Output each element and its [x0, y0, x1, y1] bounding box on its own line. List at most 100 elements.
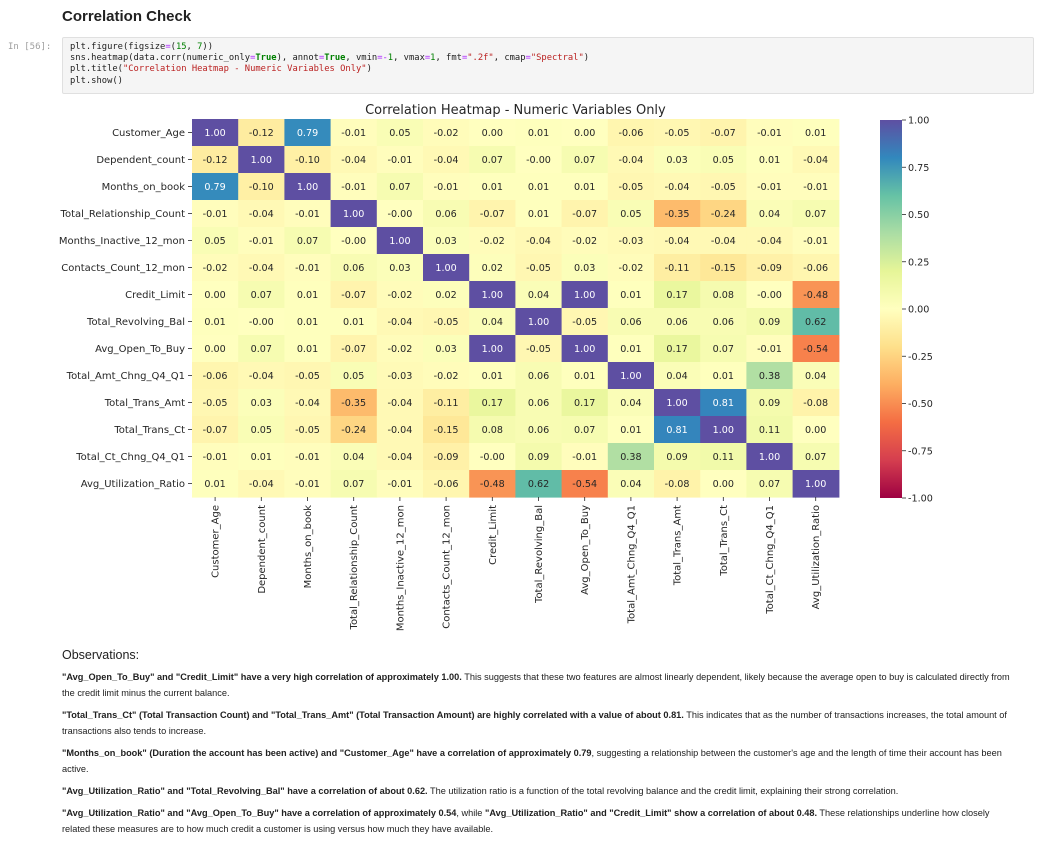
- cell-value-label: 0.05: [251, 425, 272, 436]
- heatmap-cell: [376, 416, 424, 444]
- cell-value-label: -0.15: [434, 425, 459, 436]
- heatmap-cell: [561, 470, 609, 498]
- observation-paragraph: "Avg_Utilization_Ratio" and "Total_Revol…: [62, 783, 1012, 799]
- heatmap-cell: [192, 281, 239, 309]
- heatmap-cell: [561, 281, 609, 309]
- heatmap-cell: [561, 227, 609, 255]
- cell-value-label: 0.81: [713, 398, 734, 409]
- cell-value-label: 0.06: [666, 317, 687, 328]
- cell-value-label: 0.07: [482, 155, 503, 166]
- heatmap-cell: [515, 200, 563, 228]
- observation-highlight: "Avg_Utilization_Ratio" and "Credit_Limi…: [484, 808, 818, 818]
- cell-value-label: 0.01: [620, 290, 641, 301]
- cell-value-label: -0.04: [618, 155, 643, 166]
- cell-value-label: 0.38: [759, 371, 780, 382]
- code-token: 15: [175, 42, 187, 52]
- y-tick-label: Total_Trans_Ct: [113, 425, 185, 436]
- observation-highlight: "Avg_Open_To_Buy" and "Credit_Limit" hav…: [62, 672, 462, 682]
- heatmap-cell: [654, 146, 701, 174]
- heatmap-cell: [192, 200, 239, 228]
- cell-value-label: -0.07: [572, 209, 597, 220]
- heatmap-cell: [654, 281, 701, 309]
- cell-value-label: 0.01: [482, 371, 503, 382]
- heatmap-cell: [515, 335, 563, 363]
- cell-value-label: -0.01: [249, 236, 274, 247]
- cell-value-label: -0.12: [249, 128, 274, 139]
- cell-value-label: 0.01: [343, 317, 364, 328]
- code-token: )): [202, 42, 214, 52]
- heatmap-cell: [192, 173, 239, 201]
- colorbar-tick-label: -0.50: [908, 399, 933, 410]
- heatmap-cell: [607, 119, 655, 147]
- cell-value-label: -0.04: [665, 182, 690, 193]
- heatmap-cell: [746, 173, 794, 201]
- cell-value-label: -0.01: [757, 182, 782, 193]
- cell-value-label: -0.04: [249, 371, 274, 382]
- heatmap-cell: [515, 281, 563, 309]
- cell-value-label: 0.07: [805, 209, 826, 220]
- cell-value-label: 0.03: [666, 155, 687, 166]
- cell-value-label: 0.04: [805, 371, 826, 382]
- cell-value-label: 0.62: [805, 317, 826, 328]
- cell-value-label: -0.12: [203, 155, 228, 166]
- cell-value-label: -0.04: [803, 155, 828, 166]
- heatmap-cell: [607, 281, 655, 309]
- cell-value-label: 0.01: [297, 290, 318, 301]
- heatmap-cell: [700, 362, 747, 390]
- heatmap-cell: [423, 308, 470, 336]
- code-token: =: [165, 42, 171, 52]
- heatmap-cell: [515, 443, 563, 471]
- heatmap-cell: [192, 254, 239, 282]
- heatmap-cell: [792, 254, 840, 282]
- heatmap-cell: [515, 362, 563, 390]
- heatmap-cell: [330, 200, 378, 228]
- heatmap-cell: [376, 470, 424, 498]
- cell-value-label: 0.05: [620, 209, 641, 220]
- cell-value-label: -0.04: [341, 155, 366, 166]
- cell-value-label: 0.07: [574, 155, 595, 166]
- cell-value-label: 0.17: [666, 290, 687, 301]
- colorbar-tick-label: -1.00: [908, 494, 933, 505]
- cell-value-label: 0.05: [204, 236, 225, 247]
- heatmap-cell: [238, 146, 285, 174]
- heatmap-cell: [700, 470, 747, 498]
- colorbar-tick-label: 0.50: [908, 210, 929, 221]
- heatmap-cell: [284, 416, 332, 444]
- code-token: ): [366, 64, 372, 75]
- cell-value-label: 0.01: [251, 452, 272, 463]
- heatmap-cell: [284, 281, 332, 309]
- heatmap-cell: [515, 173, 563, 201]
- cell-value-label: 0.04: [343, 452, 364, 463]
- cell-value-label: 0.03: [251, 398, 272, 409]
- cell-value-label: 1.00: [759, 452, 780, 463]
- colorbar-tick-label: 1.00: [908, 116, 929, 127]
- heatmap-cell: [561, 173, 609, 201]
- heatmap-cell: [561, 443, 609, 471]
- heatmap-cell: [469, 416, 516, 444]
- cell-value-label: 0.07: [574, 425, 595, 436]
- cell-value-label: 1.00: [343, 209, 364, 220]
- cell-value-label: -0.04: [387, 452, 412, 463]
- y-tick-label: Total_Amt_Chng_Q4_Q1: [66, 371, 185, 382]
- cell-value-label: -0.15: [711, 263, 736, 274]
- cell-value-label: -0.00: [249, 317, 274, 328]
- heatmap-cell: [330, 119, 378, 147]
- cell-value-label: -0.06: [618, 128, 643, 139]
- cell-value-label: -0.24: [341, 425, 366, 436]
- cell-value-label: -0.00: [526, 155, 551, 166]
- x-tick-label: Total_Amt_Chng_Q4_Q1: [626, 505, 637, 624]
- cell-value-label: 1.00: [805, 479, 826, 490]
- heatmap-cell: [469, 254, 516, 282]
- code-cell[interactable]: plt.figure(figsize=(15, 7)) sns.heatmap(d…: [62, 37, 1034, 94]
- heatmap-cell: [238, 281, 285, 309]
- heatmap-cell: [469, 173, 516, 201]
- heatmap-cell: [469, 308, 516, 336]
- cell-value-label: -0.01: [341, 182, 366, 193]
- heatmap-cell: [654, 443, 701, 471]
- cell-value-label: 0.62: [528, 479, 549, 490]
- cell-value-label: -0.02: [618, 263, 643, 274]
- heatmap-cell: [330, 173, 378, 201]
- code-token: ), annot: [276, 53, 319, 64]
- heatmap-cell: [284, 308, 332, 336]
- heatmap-cell: [376, 308, 424, 336]
